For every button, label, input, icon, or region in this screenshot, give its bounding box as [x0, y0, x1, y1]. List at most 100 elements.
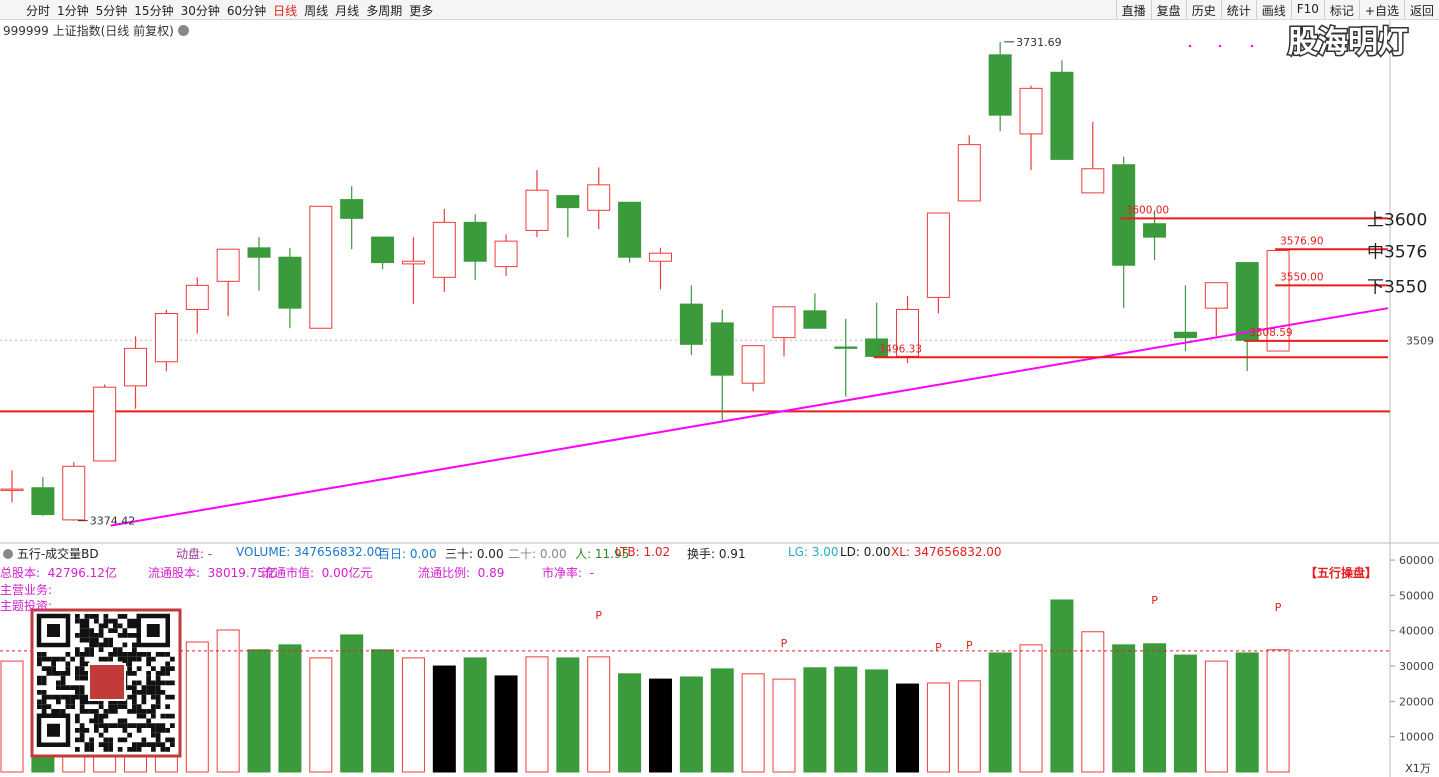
- qr-cell: [79, 656, 85, 662]
- period-tab[interactable]: 月线: [335, 4, 360, 18]
- qr-cell: [122, 704, 128, 709]
- level-label: 3550.00: [1280, 271, 1323, 283]
- volume-bar: [1173, 654, 1197, 773]
- fundamental: 市净率: -: [542, 566, 595, 580]
- qr-cell: [151, 713, 156, 719]
- stat: LD: 0.00: [840, 545, 891, 559]
- period-tab[interactable]: 分时: [26, 4, 51, 18]
- tool-button[interactable]: 返回: [1403, 0, 1439, 19]
- qr-cell: [132, 690, 137, 695]
- level-label: 3576.90: [1280, 235, 1323, 247]
- candle-body: [371, 236, 395, 264]
- qr-cell: [122, 737, 128, 743]
- qr-cell: [127, 652, 132, 657]
- tool-button[interactable]: 统计: [1220, 0, 1256, 19]
- qr-cell: [37, 675, 42, 681]
- qr-cell: [117, 704, 123, 709]
- candle-body: [0, 488, 24, 491]
- qr-cell: [155, 690, 161, 695]
- period-tab[interactable]: 30分钟: [180, 4, 220, 18]
- period-tab[interactable]: 多周期: [366, 4, 403, 18]
- qr-cell: [37, 699, 42, 705]
- qr-cell: [60, 685, 66, 690]
- qr-cell: [108, 709, 113, 714]
- period-tab[interactable]: 更多: [409, 4, 434, 18]
- band-label: 上3600: [1367, 210, 1427, 230]
- qr-finder: [136, 613, 170, 648]
- qr-cell: [165, 666, 170, 671]
- qr-cell: [94, 618, 99, 624]
- qr-cell: [122, 633, 128, 638]
- qr-cell: [155, 694, 161, 700]
- qr-cell: [151, 709, 156, 714]
- band-label: 下3550: [1367, 277, 1427, 297]
- period-tab[interactable]: 周线: [304, 4, 329, 18]
- qr-cell: [113, 647, 118, 652]
- qr-cell: [117, 623, 123, 629]
- volume-bar: [494, 675, 518, 773]
- qr-cell: [84, 728, 90, 733]
- qr-cell: [113, 723, 118, 728]
- qr-cell: [89, 747, 94, 752]
- candle-body: [834, 346, 858, 349]
- tool-button[interactable]: 复盘: [1150, 0, 1186, 19]
- qr-cell: [75, 690, 80, 695]
- qr-cell: [155, 742, 161, 747]
- candle-body: [62, 465, 86, 521]
- qr-cell: [103, 737, 109, 743]
- qr-cell: [122, 718, 128, 724]
- volume-bar: [926, 682, 950, 773]
- title-icon[interactable]: [177, 25, 189, 36]
- tool-button[interactable]: F10: [1290, 0, 1324, 19]
- qr-cell: [41, 694, 47, 700]
- qr-cell: [117, 647, 123, 652]
- qr-cell: [165, 704, 170, 709]
- qr-cell: [132, 642, 137, 648]
- volume-tick-label: 20000: [1399, 695, 1434, 708]
- qr-cell: [117, 699, 123, 705]
- period-tab[interactable]: 日线: [273, 4, 298, 18]
- period-tab[interactable]: 15分钟: [134, 4, 174, 18]
- volume-icon[interactable]: [3, 549, 13, 559]
- volume-bar: [216, 629, 240, 773]
- qr-cell: [113, 699, 118, 705]
- tool-button[interactable]: +自选: [1358, 0, 1404, 19]
- qr-cell: [136, 680, 142, 686]
- qr-cell: [70, 694, 75, 700]
- qr-cell: [132, 671, 137, 676]
- qr-cell: [160, 742, 166, 747]
- qr-cell: [84, 709, 90, 714]
- qr-cell: [151, 747, 156, 752]
- qr-cell: [56, 694, 61, 700]
- tool-button[interactable]: 直播: [1115, 0, 1151, 19]
- qr-cell: [89, 642, 94, 648]
- period-tab[interactable]: 60分钟: [226, 4, 267, 18]
- qr-cell: [146, 690, 151, 695]
- qr-cell: [132, 747, 137, 752]
- tool-button[interactable]: 画线: [1255, 0, 1291, 19]
- qr-cell: [79, 709, 85, 714]
- volume-bar: [1081, 631, 1105, 773]
- candle-body: [772, 306, 796, 339]
- volume-bar: [834, 666, 858, 773]
- stat: LTB: 1.02: [615, 545, 671, 559]
- period-tab[interactable]: 1分钟: [57, 4, 89, 18]
- qr-cell: [65, 704, 71, 709]
- tool-button[interactable]: 标记: [1323, 0, 1359, 19]
- qr-cell: [75, 633, 80, 638]
- period-tab[interactable]: 5分钟: [95, 4, 128, 18]
- qr-cell: [75, 647, 80, 652]
- tool-button[interactable]: 历史: [1185, 0, 1221, 19]
- qr-cell: [46, 666, 52, 671]
- candle-body: [401, 260, 425, 265]
- qr-cell: [79, 699, 85, 705]
- badge[interactable]: 【五行操盘】: [1305, 566, 1378, 580]
- qr-cell: [127, 709, 132, 714]
- volume-tick-label: 50000: [1399, 589, 1434, 602]
- qr-cell: [155, 704, 161, 709]
- qr-cell: [155, 728, 161, 733]
- qr-cell: [170, 656, 175, 662]
- candle-body: [154, 313, 178, 363]
- qr-cell: [75, 671, 80, 676]
